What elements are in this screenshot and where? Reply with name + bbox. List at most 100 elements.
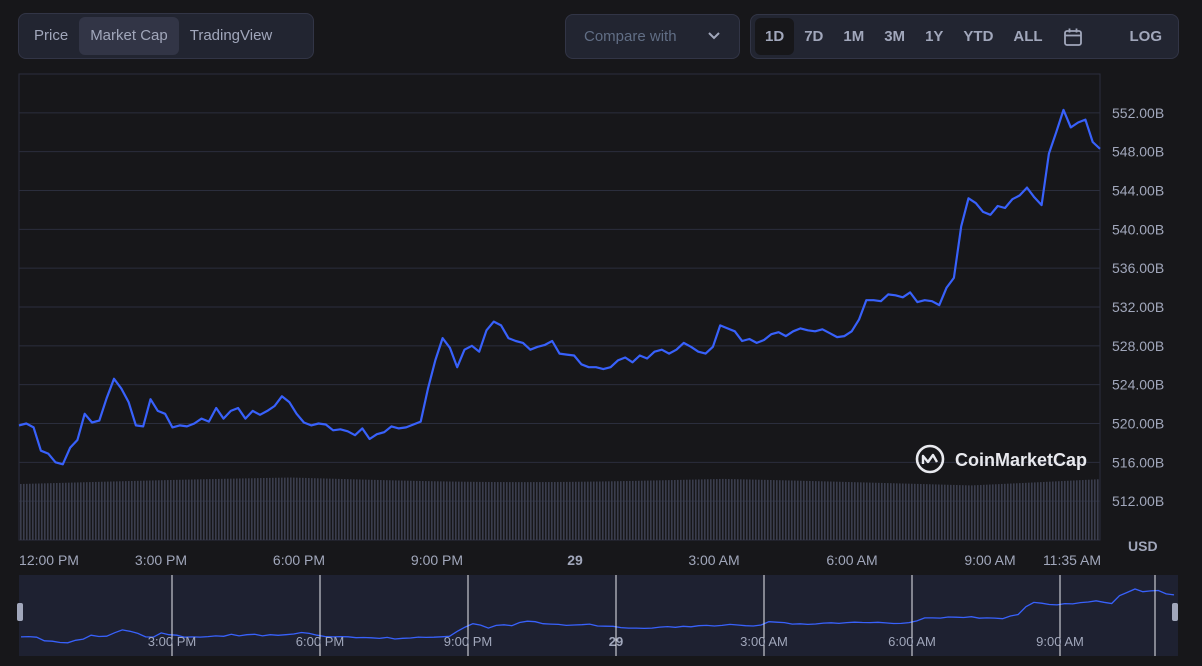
volume-bar xyxy=(437,481,439,540)
volume-bar xyxy=(665,480,667,540)
volume-bar xyxy=(446,481,448,540)
range-button-1m[interactable]: 1M xyxy=(843,28,865,45)
volume-bar xyxy=(113,481,115,540)
volume-bar xyxy=(107,481,109,540)
calendar-icon[interactable] xyxy=(1053,18,1093,55)
volume-bar xyxy=(857,482,859,540)
range-button-1d[interactable]: 1D xyxy=(755,18,795,55)
x-tick-label: 29 xyxy=(567,552,583,568)
volume-bar xyxy=(755,479,757,540)
volume-bar xyxy=(602,481,604,540)
volume-bar xyxy=(23,483,25,540)
volume-bar xyxy=(296,477,298,540)
volume-bar xyxy=(1073,480,1075,540)
volume-bar xyxy=(566,481,568,540)
volume-bar xyxy=(236,478,238,540)
volume-bar xyxy=(221,478,223,540)
navigator-left-handle[interactable] xyxy=(17,603,23,621)
volume-bar xyxy=(554,481,556,540)
volume-bar xyxy=(947,484,949,540)
volume-bar xyxy=(872,482,874,540)
volume-bar xyxy=(485,481,487,540)
volume-bar xyxy=(119,481,121,540)
volume-bar xyxy=(335,478,337,540)
volume-bar xyxy=(668,480,670,540)
volume-bar xyxy=(230,478,232,540)
chart-type-tabs: Price Market Cap TradingView xyxy=(18,13,314,59)
volume-bar xyxy=(989,484,991,540)
market-cap-line xyxy=(18,108,1101,466)
volume-bar xyxy=(821,481,823,540)
volume-bars xyxy=(20,477,1099,540)
volume-bar xyxy=(863,482,865,540)
volume-bar xyxy=(56,482,58,540)
volume-bar xyxy=(41,483,43,540)
compare-with-dropdown[interactable]: Compare with xyxy=(565,14,740,59)
volume-bar xyxy=(1001,483,1003,540)
tab-tradingview[interactable]: TradingView xyxy=(189,27,273,44)
volume-bar xyxy=(89,482,91,540)
volume-bar xyxy=(404,480,406,540)
volume-bar xyxy=(704,479,706,540)
volume-bar xyxy=(1079,480,1081,540)
volume-bar xyxy=(488,481,490,540)
volume-bar xyxy=(971,485,973,540)
volume-bar xyxy=(242,478,244,540)
volume-bar xyxy=(218,478,220,540)
tab-market-cap[interactable]: Market Cap xyxy=(79,17,179,55)
volume-bar xyxy=(683,479,685,540)
volume-bar xyxy=(272,477,274,540)
volume-bar xyxy=(38,483,40,540)
volume-bar xyxy=(773,480,775,540)
volume-bar xyxy=(608,481,610,540)
log-scale-button[interactable]: LOG xyxy=(1129,28,1163,45)
range-button-all[interactable]: ALL xyxy=(1013,28,1043,45)
volume-bar xyxy=(809,480,811,540)
tab-price[interactable]: Price xyxy=(34,27,69,44)
volume-bar xyxy=(68,482,70,540)
volume-bar xyxy=(311,478,313,540)
volume-bar xyxy=(434,481,436,540)
volume-bar xyxy=(410,480,412,540)
volume-bar xyxy=(635,480,637,540)
volume-bar xyxy=(764,479,766,540)
volume-bar xyxy=(743,479,745,540)
volume-bar xyxy=(1091,479,1093,540)
volume-bar xyxy=(164,480,166,540)
volume-bar xyxy=(344,479,346,540)
volume-bar xyxy=(698,479,700,540)
time-range-selector: 1D 7D 1M 3M 1Y YTD ALL LOG xyxy=(750,14,1179,59)
navigator-right-handle[interactable] xyxy=(1172,603,1178,621)
volume-bar xyxy=(1031,482,1033,540)
volume-bar xyxy=(902,483,904,540)
range-button-3m[interactable]: 3M xyxy=(884,28,906,45)
volume-bar xyxy=(122,481,124,540)
volume-bar xyxy=(995,484,997,540)
volume-bar xyxy=(800,480,802,540)
volume-bar xyxy=(977,485,979,540)
volume-bar xyxy=(1070,480,1072,540)
volume-bar xyxy=(731,479,733,540)
volume-bar xyxy=(629,480,631,540)
volume-bar xyxy=(1016,483,1018,540)
volume-bar xyxy=(980,484,982,540)
volume-bar xyxy=(752,479,754,540)
range-button-ytd[interactable]: YTD xyxy=(963,28,994,45)
compare-with-label: Compare with xyxy=(584,28,677,45)
volume-bar xyxy=(302,477,304,540)
volume-bar xyxy=(779,480,781,540)
volume-bar xyxy=(890,483,892,540)
volume-bar xyxy=(1088,479,1090,540)
volume-bar xyxy=(92,482,94,540)
range-button-1y[interactable]: 1Y xyxy=(925,28,944,45)
volume-bar xyxy=(1058,481,1060,540)
range-button-7d[interactable]: 7D xyxy=(804,28,824,45)
volume-bar xyxy=(887,483,889,540)
y-tick-label: 512.00B xyxy=(1112,493,1164,509)
volume-bar xyxy=(479,481,481,540)
y-tick-label: 524.00B xyxy=(1112,377,1164,393)
volume-bar xyxy=(923,484,925,540)
volume-bar xyxy=(647,480,649,540)
volume-bar xyxy=(605,481,607,540)
